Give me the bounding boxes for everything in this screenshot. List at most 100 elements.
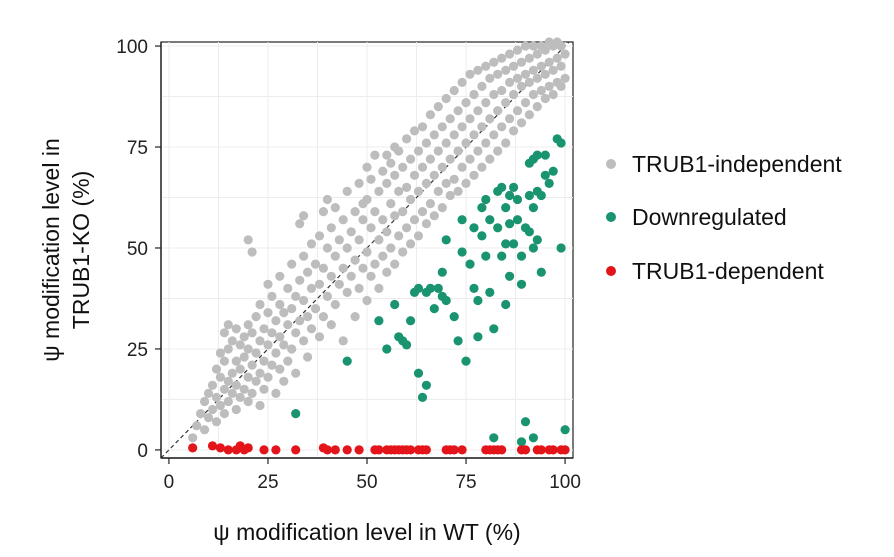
data-point	[516, 279, 527, 289]
data-point	[449, 312, 459, 322]
data-point	[437, 203, 447, 213]
data-point	[243, 320, 253, 330]
data-point	[200, 425, 210, 435]
data-point	[461, 178, 471, 188]
data-point	[413, 186, 424, 196]
data-point	[374, 283, 384, 293]
data-point	[283, 283, 293, 293]
data-point	[354, 445, 364, 455]
data-point	[516, 251, 527, 261]
data-point	[512, 45, 523, 55]
data-point	[386, 243, 396, 253]
data-point	[477, 81, 487, 91]
data-point	[275, 299, 285, 310]
data-point	[350, 207, 360, 217]
data-point	[477, 231, 487, 241]
data-point	[528, 433, 539, 443]
data-point	[505, 49, 515, 59]
data-point	[362, 162, 372, 172]
data-point	[548, 445, 558, 455]
data-point	[192, 421, 202, 431]
data-point	[243, 235, 253, 245]
data-point	[524, 53, 535, 63]
data-point	[481, 138, 491, 148]
data-point	[540, 69, 550, 79]
data-point	[211, 417, 222, 427]
data-point	[291, 328, 301, 338]
data-point	[235, 340, 245, 350]
data-point	[413, 368, 424, 378]
data-point	[235, 364, 245, 374]
data-point	[505, 219, 515, 229]
data-point	[350, 255, 360, 265]
data-point	[188, 443, 198, 453]
data-point	[330, 203, 340, 213]
data-point	[501, 203, 511, 213]
data-point	[508, 239, 519, 249]
data-point	[374, 316, 384, 326]
data-point	[334, 235, 344, 245]
data-point	[406, 154, 416, 164]
data-point	[473, 146, 483, 156]
data-point	[441, 235, 451, 245]
data-point	[501, 239, 511, 249]
data-point	[497, 53, 507, 63]
data-point	[497, 182, 507, 192]
data-point	[279, 376, 289, 386]
x-tick-label: 75	[455, 472, 476, 493]
data-point	[263, 340, 273, 350]
data-point	[512, 215, 523, 225]
data-point	[394, 186, 404, 196]
data-point	[560, 49, 570, 59]
data-point	[528, 203, 539, 213]
data-point	[532, 49, 542, 59]
data-point	[473, 295, 483, 306]
data-point	[386, 199, 396, 209]
data-point	[287, 259, 297, 269]
data-point	[398, 247, 408, 257]
data-point	[247, 328, 257, 338]
data-point	[390, 259, 400, 269]
data-point	[247, 360, 257, 370]
data-point	[536, 61, 546, 71]
data-point	[421, 219, 431, 229]
data-point	[243, 396, 253, 407]
data-point	[413, 283, 424, 293]
legend-marker-trub1-independent	[606, 159, 616, 169]
data-point	[287, 344, 297, 354]
data-point	[548, 65, 558, 75]
data-point	[433, 283, 443, 293]
data-point	[461, 138, 471, 148]
data-point	[322, 445, 332, 455]
legend-label-trub1-independent: TRUB1-independent	[632, 151, 842, 177]
data-point	[501, 98, 511, 108]
data-point	[271, 316, 281, 326]
data-point	[497, 122, 507, 132]
data-point	[390, 211, 400, 221]
data-point	[441, 295, 451, 306]
data-point	[433, 102, 443, 112]
data-point	[326, 271, 336, 281]
data-point	[489, 130, 499, 140]
data-point	[429, 304, 439, 314]
data-point	[279, 308, 289, 318]
data-point	[255, 368, 265, 378]
data-point	[421, 138, 431, 148]
data-point	[215, 400, 225, 411]
data-point	[457, 77, 467, 87]
data-point	[279, 340, 289, 350]
data-point	[409, 126, 420, 136]
data-point	[406, 445, 416, 455]
data-point	[425, 283, 435, 293]
data-point	[219, 409, 229, 419]
data-point	[469, 130, 479, 140]
data-point	[552, 53, 562, 63]
data-point	[516, 437, 527, 447]
data-point	[417, 207, 428, 217]
data-point	[263, 308, 273, 318]
data-point	[188, 433, 198, 443]
data-point	[493, 106, 503, 116]
data-point	[231, 404, 241, 415]
data-point	[338, 336, 348, 346]
data-point	[485, 287, 495, 297]
